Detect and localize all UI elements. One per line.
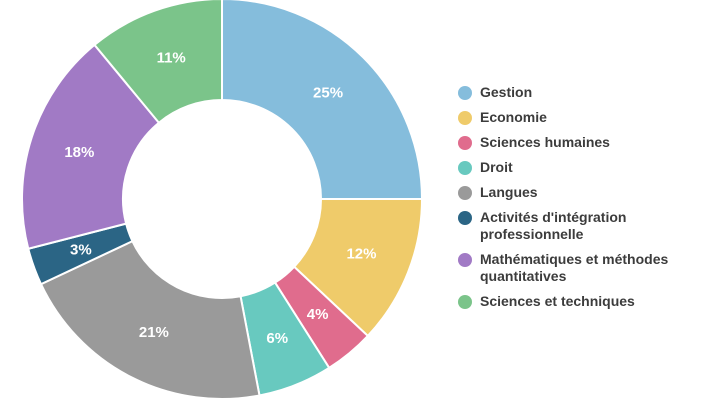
legend-label: Activités d'intégration professionnelle — [480, 209, 627, 242]
legend-swatch — [458, 86, 472, 100]
slice-value-label: 11% — [157, 49, 186, 66]
chart-legend: Gestion Economie Sciences humaines Droit Lan… — [458, 84, 713, 318]
legend-label: Langues — [480, 184, 538, 200]
legend-label: Sciences et techniques — [480, 293, 635, 309]
donut-chart: 25% 12% 4% 6% 21% 3% 18% 11% — [21, 0, 424, 400]
legend-label: Sciences humaines — [480, 134, 610, 150]
legend-item-sciences-et-techniques: Sciences et techniques — [458, 293, 713, 310]
legend-swatch — [458, 186, 472, 200]
slice-langues — [39, 239, 261, 400]
legend-item-activites-d-integration-professionnelle: Activités d'intégration professionnelle — [458, 209, 713, 243]
legend-swatch — [458, 211, 472, 225]
slice-value-label: 12% — [346, 246, 376, 263]
slice-value-label: 25% — [313, 84, 343, 101]
slice-sciences-et-techniques — [93, 0, 223, 125]
legend-label: Economie — [480, 109, 547, 125]
slice-value-label: 6% — [266, 330, 288, 347]
legend-label: Mathématiques et méthodes quantitatives — [480, 251, 669, 284]
legend-item-gestion: Gestion — [458, 84, 713, 101]
legend-swatch — [458, 136, 472, 150]
donut-slices — [21, 0, 424, 400]
slice-value-label: 3% — [70, 241, 92, 258]
slice-value-label: 4% — [307, 306, 329, 323]
legend-swatch — [458, 253, 472, 267]
legend-swatch — [458, 111, 472, 125]
slice-value-label: 21% — [139, 324, 169, 341]
legend-label: Gestion — [480, 84, 533, 100]
legend-swatch — [458, 161, 472, 175]
slice-mathematiques-et-methodes-quantitatives — [21, 43, 161, 250]
legend-item-droit: Droit — [458, 159, 713, 176]
slice-value-label: 18% — [64, 144, 94, 161]
legend-swatch — [458, 295, 472, 309]
legend-label: Droit — [480, 159, 513, 175]
legend-item-sciences-humaines: Sciences humaines — [458, 134, 713, 151]
legend-item-economie: Economie — [458, 109, 713, 126]
legend-item-mathematiques-et-methodes-quantitatives: Mathématiques et méthodes quantitatives — [458, 251, 713, 285]
legend-item-langues: Langues — [458, 184, 713, 201]
slice-gestion — [221, 0, 424, 200]
slice-labels: 25% 12% 4% 6% 21% 3% 18% 11% — [64, 49, 376, 347]
